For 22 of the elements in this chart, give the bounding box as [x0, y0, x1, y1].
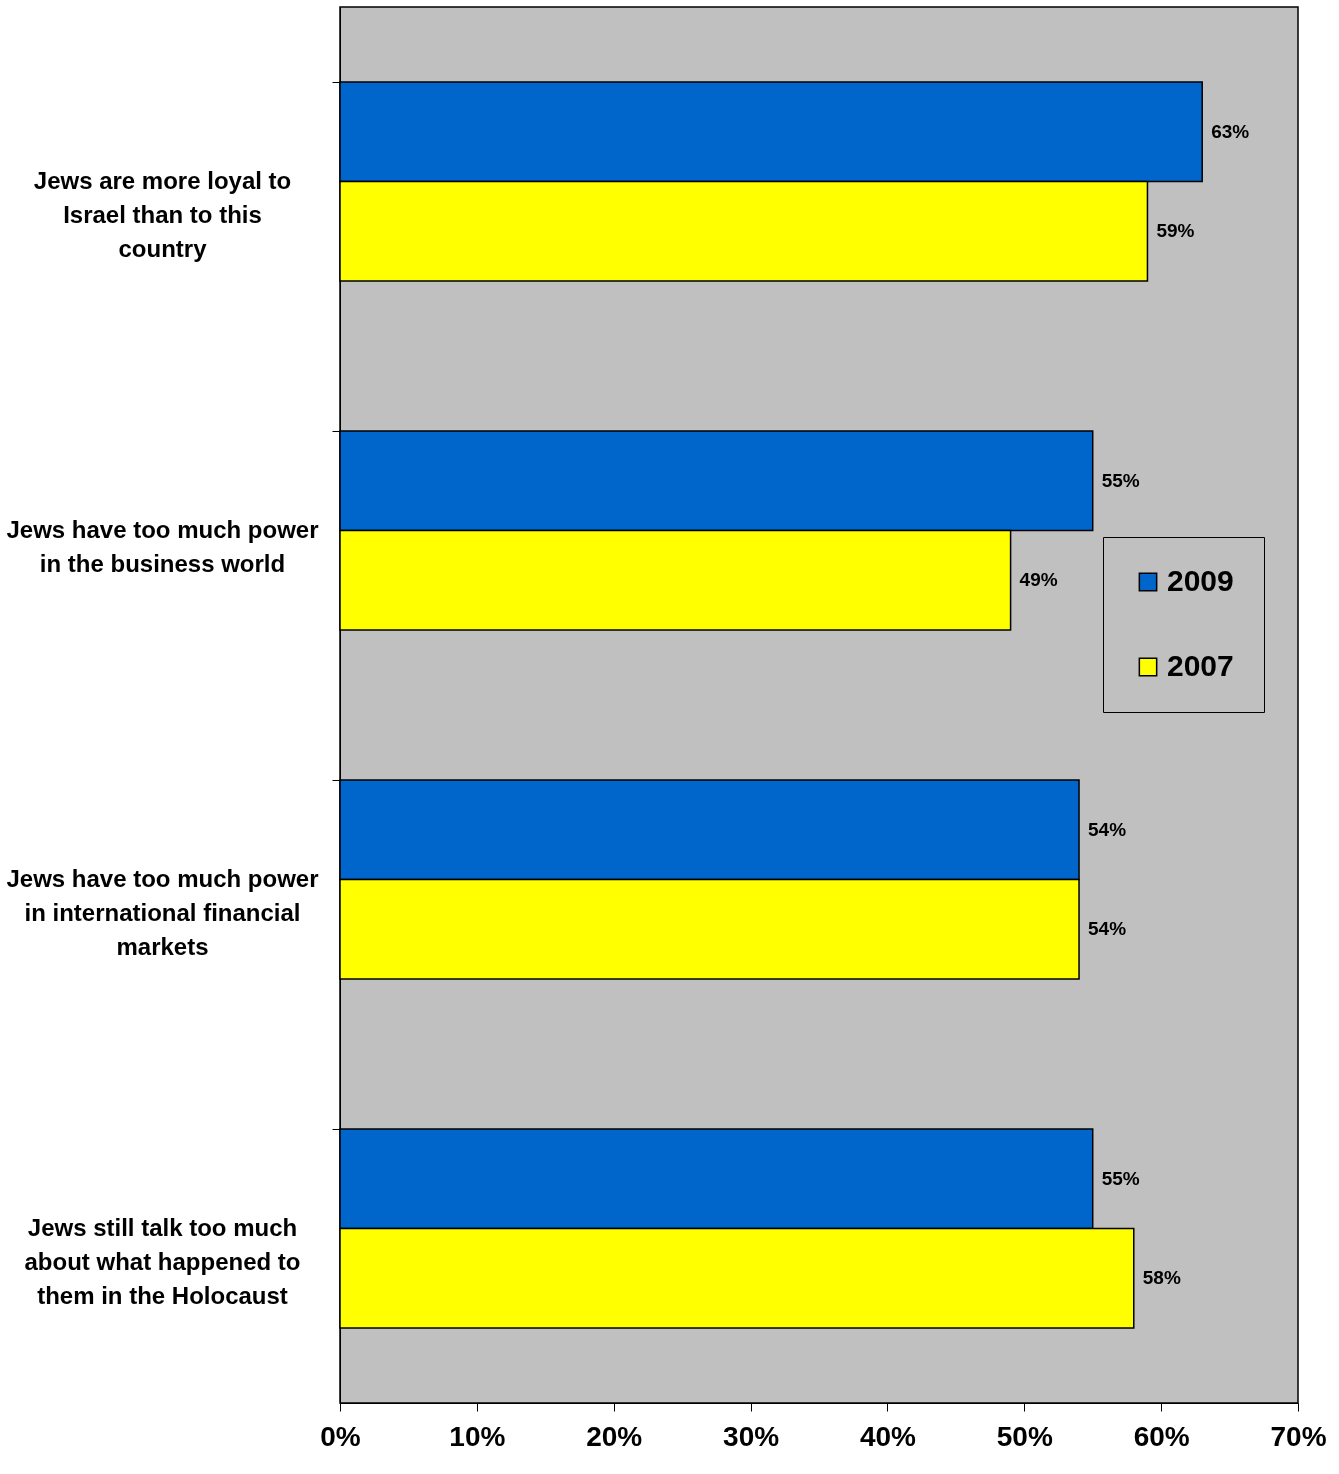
y-tick-label: Jews still talk too much about what happened to them in the Holocaust	[24, 1213, 301, 1309]
x-tick-label: 50%	[996, 1420, 1053, 1452]
y-tick-label: Jews have too much power in international financial markets	[6, 864, 319, 960]
y-tick-label: Jews are more loyal to Israel than to this country	[33, 166, 292, 262]
data-label: 54%	[1088, 818, 1127, 840]
data-label: 49%	[1019, 569, 1058, 591]
x-tick-label: 10%	[449, 1420, 506, 1452]
x-tick-label: 60%	[1133, 1420, 1190, 1452]
data-label: 63%	[1211, 120, 1250, 142]
x-tick-label: 40%	[859, 1420, 917, 1452]
legend-label: 2007	[1167, 649, 1234, 682]
legend-label: 2009	[1167, 564, 1234, 597]
data-label: 55%	[1101, 469, 1140, 491]
x-tick-label: 0%	[320, 1420, 361, 1452]
data-label: 59%	[1156, 220, 1195, 242]
data-label: 55%	[1101, 1167, 1140, 1189]
data-label: 58%	[1142, 1267, 1181, 1289]
x-tick-label: 30%	[723, 1420, 780, 1452]
data-label: 54%	[1088, 918, 1127, 940]
x-tick-label: 20%	[586, 1420, 643, 1452]
y-tick-label: Jews have too much power in the business world	[6, 515, 319, 577]
x-tick-label: 70%	[1270, 1420, 1327, 1452]
